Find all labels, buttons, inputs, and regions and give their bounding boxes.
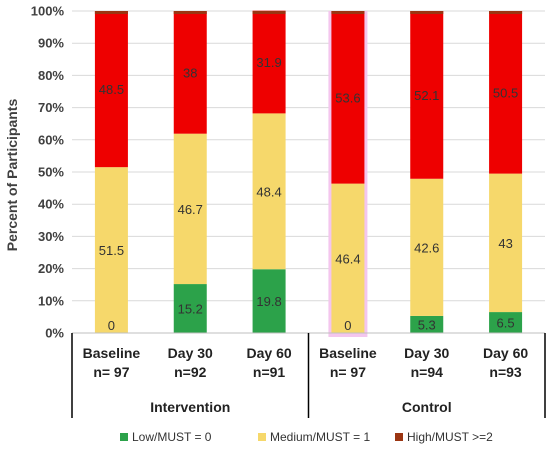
x-axis: Baseline n= 97 Day 30 n=92 Day 60 n=91 Baselin… [71, 332, 546, 418]
bar-segment [331, 11, 365, 184]
bar-segment [331, 183, 365, 333]
x-category-label: Baseline [83, 345, 141, 361]
y-axis-label: Percent of Participants [4, 99, 20, 252]
data-label: 31.9 [256, 55, 281, 70]
data-label: 50.5 [493, 85, 518, 100]
bar-cap [94, 11, 128, 14]
y-tick-label: 0% [45, 326, 64, 341]
bar-segment [94, 11, 128, 168]
y-tick-label: 90% [38, 36, 64, 51]
bar-segment [173, 11, 207, 134]
y-tick-label: 10% [38, 293, 64, 308]
legend-label: Medium/MUST = 1 [270, 430, 370, 444]
data-label: 43 [498, 236, 512, 251]
bar-cap [489, 11, 523, 14]
data-label: 46.7 [178, 202, 203, 217]
legend-label: High/MUST >=2 [407, 430, 493, 444]
bar-cap [410, 11, 444, 14]
x-category-sublabel: n= 97 [330, 364, 366, 380]
data-label: 0 [344, 318, 351, 333]
data-label: 51.5 [99, 243, 124, 258]
data-label: 48.4 [256, 184, 281, 199]
bar-segment [489, 312, 523, 333]
x-group-label: Intervention [150, 399, 230, 415]
x-category-label: Day 30 [168, 345, 213, 361]
bar-segment [252, 10, 286, 114]
legend-label: Low/MUST = 0 [132, 430, 212, 444]
bar-segment [173, 133, 207, 285]
y-tick-label: 50% [38, 165, 64, 180]
data-labels: 0 51.5 48.5 15.2 46.7 38 19.8 48.4 31.9 0 46.4 53.6… [99, 55, 518, 333]
x-group-label: Control [402, 399, 452, 415]
bar-segment [252, 113, 286, 270]
bars [94, 10, 523, 337]
x-category-label: Day 60 [483, 345, 528, 361]
y-tick-label: 30% [38, 229, 64, 244]
x-category-sublabel: n=94 [411, 364, 444, 380]
data-label: 52.1 [414, 88, 439, 103]
bar-segment [410, 178, 444, 316]
bar-segment [410, 11, 444, 179]
bar-cap [173, 11, 207, 14]
y-tick-label: 40% [38, 197, 64, 212]
data-label: 15.2 [178, 302, 203, 317]
data-label: 38 [183, 66, 197, 81]
x-category-label: Day 30 [404, 345, 449, 361]
data-label: 5.3 [418, 317, 436, 332]
gridlines [72, 10, 545, 334]
data-label: 42.6 [414, 240, 439, 255]
y-tick-label: 60% [38, 132, 64, 147]
data-label: 46.4 [335, 251, 360, 266]
y-tick-label: 80% [38, 68, 64, 83]
legend-swatch [395, 433, 403, 441]
bar-segment [173, 284, 207, 333]
bar-cap [252, 11, 286, 14]
legend: Low/MUST = 0 Medium/MUST = 1 High/MUST >=2 [120, 430, 493, 444]
x-category-label: Day 60 [247, 345, 292, 361]
x-category-sublabel: n=93 [489, 364, 522, 380]
x-category-sublabel: n=91 [253, 364, 286, 380]
data-label: 0 [108, 318, 115, 333]
x-category-label: Baseline [319, 345, 377, 361]
data-label: 19.8 [256, 294, 281, 309]
y-axis-ticks: 0% 10% 20% 30% 40% 50% 60% 70% 80% 90% 100% [31, 4, 65, 341]
x-category-sublabel: n= 97 [93, 364, 129, 380]
x-category-sublabel: n=92 [174, 364, 207, 380]
data-label: 6.5 [497, 316, 515, 331]
bar-cap [331, 11, 365, 14]
bar-segment [489, 11, 523, 174]
legend-swatch [258, 433, 266, 441]
bar-segment [489, 173, 523, 313]
data-label: 53.6 [335, 90, 360, 105]
y-tick-label: 70% [38, 100, 64, 115]
bar-segment [410, 315, 444, 333]
bar-segment [252, 269, 286, 333]
bar-segment [94, 167, 128, 333]
y-tick-label: 20% [38, 261, 64, 276]
data-label: 48.5 [99, 82, 124, 97]
y-tick-label: 100% [31, 4, 65, 19]
legend-swatch [120, 433, 128, 441]
